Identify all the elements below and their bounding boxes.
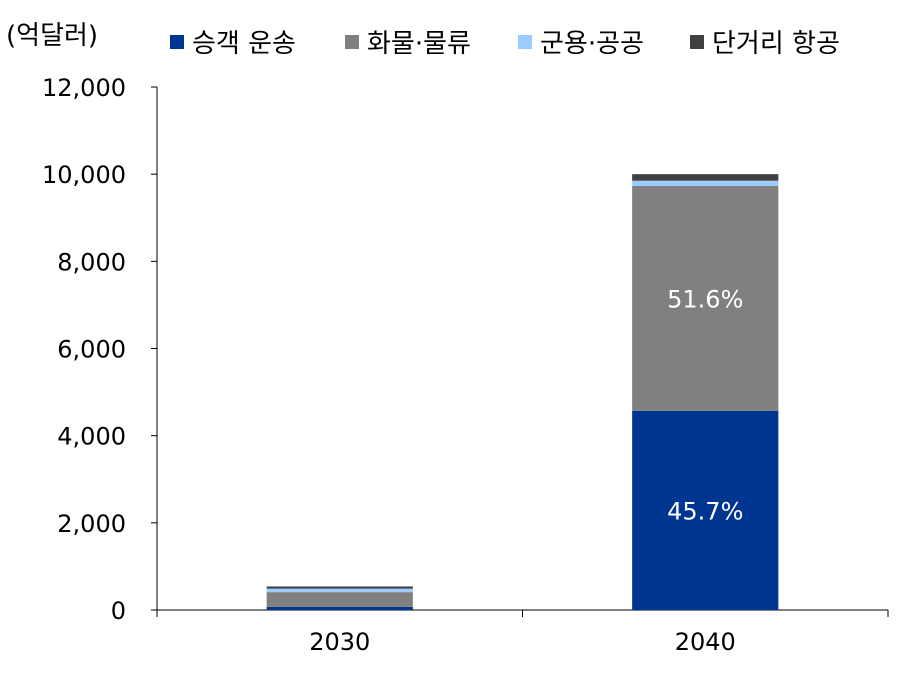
- legend-label: 승객 운송: [192, 29, 296, 59]
- legend-swatch: [518, 35, 532, 49]
- y-tick-label: 8,000: [57, 248, 126, 276]
- legend-swatch: [345, 35, 359, 49]
- y-tick-label: 12,000: [42, 74, 126, 102]
- bar-segment: [266, 592, 413, 607]
- bars: 45.7% 51.6%: [266, 174, 779, 610]
- bar-segment: [632, 180, 779, 186]
- bar-segment: [632, 174, 779, 181]
- bar-segment-label: 45.7%: [667, 497, 743, 525]
- legend: 승객 운송 화물·물류 군용·공공 단거리 항공: [170, 29, 840, 59]
- bar-segment: [266, 588, 413, 593]
- legend-label: 군용·공공: [540, 29, 644, 59]
- bar-segment: [632, 185, 779, 411]
- y-tick-label: 10,000: [42, 161, 126, 189]
- y-axis: 0 2,000 4,000 6,000 8,000 10,000 12,000: [42, 74, 158, 625]
- x-axis: 2030 2040: [156, 609, 889, 656]
- y-unit-label: (억달러): [6, 21, 98, 51]
- bar-segment: [266, 606, 413, 610]
- bar-segment-label: 51.6%: [667, 285, 743, 313]
- x-category-label: 2040: [675, 628, 736, 656]
- legend-label: 화물·물류: [367, 29, 471, 59]
- y-tick-label: 6,000: [57, 336, 126, 364]
- legend-swatch: [690, 35, 704, 49]
- y-tick-label: 4,000: [57, 423, 126, 451]
- bar-segment: [266, 586, 413, 589]
- x-category-label: 2030: [309, 628, 370, 656]
- legend-swatch: [170, 35, 184, 49]
- y-tick-label: 0: [111, 597, 126, 625]
- y-tick-label: 2,000: [57, 510, 126, 538]
- bar-segment: [632, 410, 779, 610]
- legend-label: 단거리 항공: [712, 29, 840, 59]
